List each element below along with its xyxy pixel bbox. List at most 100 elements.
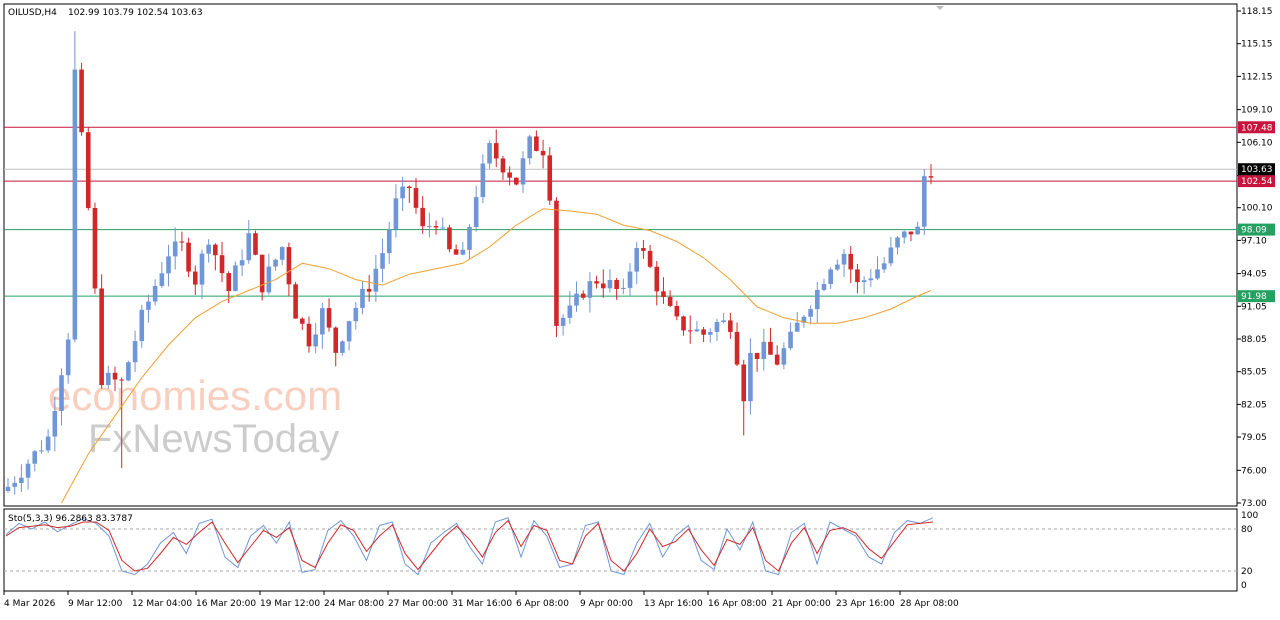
y-tick-label: 91.05 [1241, 302, 1267, 312]
candle-body [199, 253, 205, 285]
candle-body [447, 227, 452, 250]
candle [186, 237, 191, 278]
candle-body [427, 226, 432, 228]
candle [901, 230, 907, 244]
y-tick-label: 94.05 [1241, 270, 1267, 280]
candle-body [179, 241, 185, 243]
candle-body [65, 339, 71, 376]
candle-body [768, 341, 773, 355]
candle [259, 254, 265, 301]
candle-body [259, 254, 265, 293]
candle [219, 241, 225, 283]
candle [687, 315, 693, 344]
candle-body [152, 285, 158, 302]
candle [112, 366, 118, 392]
candle-body [460, 249, 466, 255]
level-badge-text: 91.98 [1241, 292, 1267, 302]
candle-body [580, 293, 586, 298]
candle-body [333, 327, 339, 353]
candle-body [192, 271, 198, 285]
x-tick-label: 6 Apr 08:00 [516, 599, 569, 609]
candle [728, 312, 733, 339]
candle [239, 249, 245, 277]
candle [841, 249, 847, 278]
candle-body [85, 132, 91, 208]
candle [908, 231, 914, 242]
candle [313, 322, 318, 354]
candle-body [25, 463, 31, 478]
candle-body [647, 250, 653, 267]
current-price-text: 103.63 [1241, 165, 1273, 175]
candle-body [621, 287, 626, 290]
watermark-fxnewstoday: FxNewsToday [88, 417, 339, 461]
candle-body [92, 207, 98, 289]
candle [119, 377, 125, 469]
candle [855, 263, 860, 294]
stochastic-pane[interactable] [3, 508, 1238, 592]
shift-marker-icon[interactable] [936, 6, 944, 10]
candle-body [386, 229, 392, 254]
candle-body [654, 266, 660, 292]
candle-body [112, 372, 118, 380]
candle-body [273, 259, 278, 267]
candle-body [534, 136, 539, 151]
candle-body [306, 323, 312, 347]
candle [487, 140, 492, 169]
candle [346, 320, 352, 351]
candle [366, 275, 372, 302]
candle-body [875, 269, 880, 279]
candle [527, 134, 532, 165]
candle-body [132, 341, 138, 363]
candle-body [440, 227, 446, 229]
candle-body [480, 163, 486, 198]
candle [306, 316, 312, 353]
candle [279, 246, 285, 266]
price-pane[interactable] [3, 3, 1238, 507]
candle-body [299, 318, 305, 324]
candle-body [172, 241, 178, 257]
candle [741, 359, 747, 436]
candle-body [346, 321, 352, 342]
candle-body [373, 268, 379, 292]
candle [146, 294, 151, 323]
candle [554, 197, 559, 338]
candle [206, 239, 211, 263]
candle-body [694, 329, 700, 332]
candle [473, 185, 479, 232]
candle-body [380, 253, 385, 269]
level-badge-91.98 [1238, 290, 1275, 303]
stoch-y-tick: 80 [1241, 525, 1253, 535]
candle-body [119, 379, 125, 381]
stoch-y-tick: 20 [1241, 567, 1253, 577]
candle [192, 265, 198, 296]
moving-average-line [61, 208, 932, 504]
candle [748, 338, 753, 415]
candle-body [835, 264, 840, 270]
current-price-badge [1238, 163, 1275, 176]
candle-body [59, 375, 64, 411]
candle [861, 276, 867, 294]
candle [493, 129, 499, 168]
candle [320, 302, 325, 349]
candle-body [79, 69, 84, 133]
candle-body [861, 280, 867, 283]
y-tick-label: 106.10 [1241, 138, 1273, 148]
candle [754, 352, 760, 372]
candle [213, 243, 218, 271]
candle [453, 244, 459, 255]
candle-body [801, 316, 807, 323]
candle [661, 277, 666, 304]
stoch-y-tick: 0 [1241, 581, 1247, 591]
watermark: economies.com FxNewsToday [48, 372, 342, 461]
candle-body [667, 296, 673, 306]
stoch-title: Sto(5,3,3) 96.2863 83.3787 [8, 514, 133, 524]
candle [106, 365, 111, 389]
candle [433, 220, 439, 235]
candle [774, 345, 780, 366]
candle [768, 327, 773, 355]
candle-body [433, 226, 439, 228]
candle-body [901, 231, 907, 238]
stoch-signal-line [5, 519, 934, 572]
candle [286, 242, 292, 297]
